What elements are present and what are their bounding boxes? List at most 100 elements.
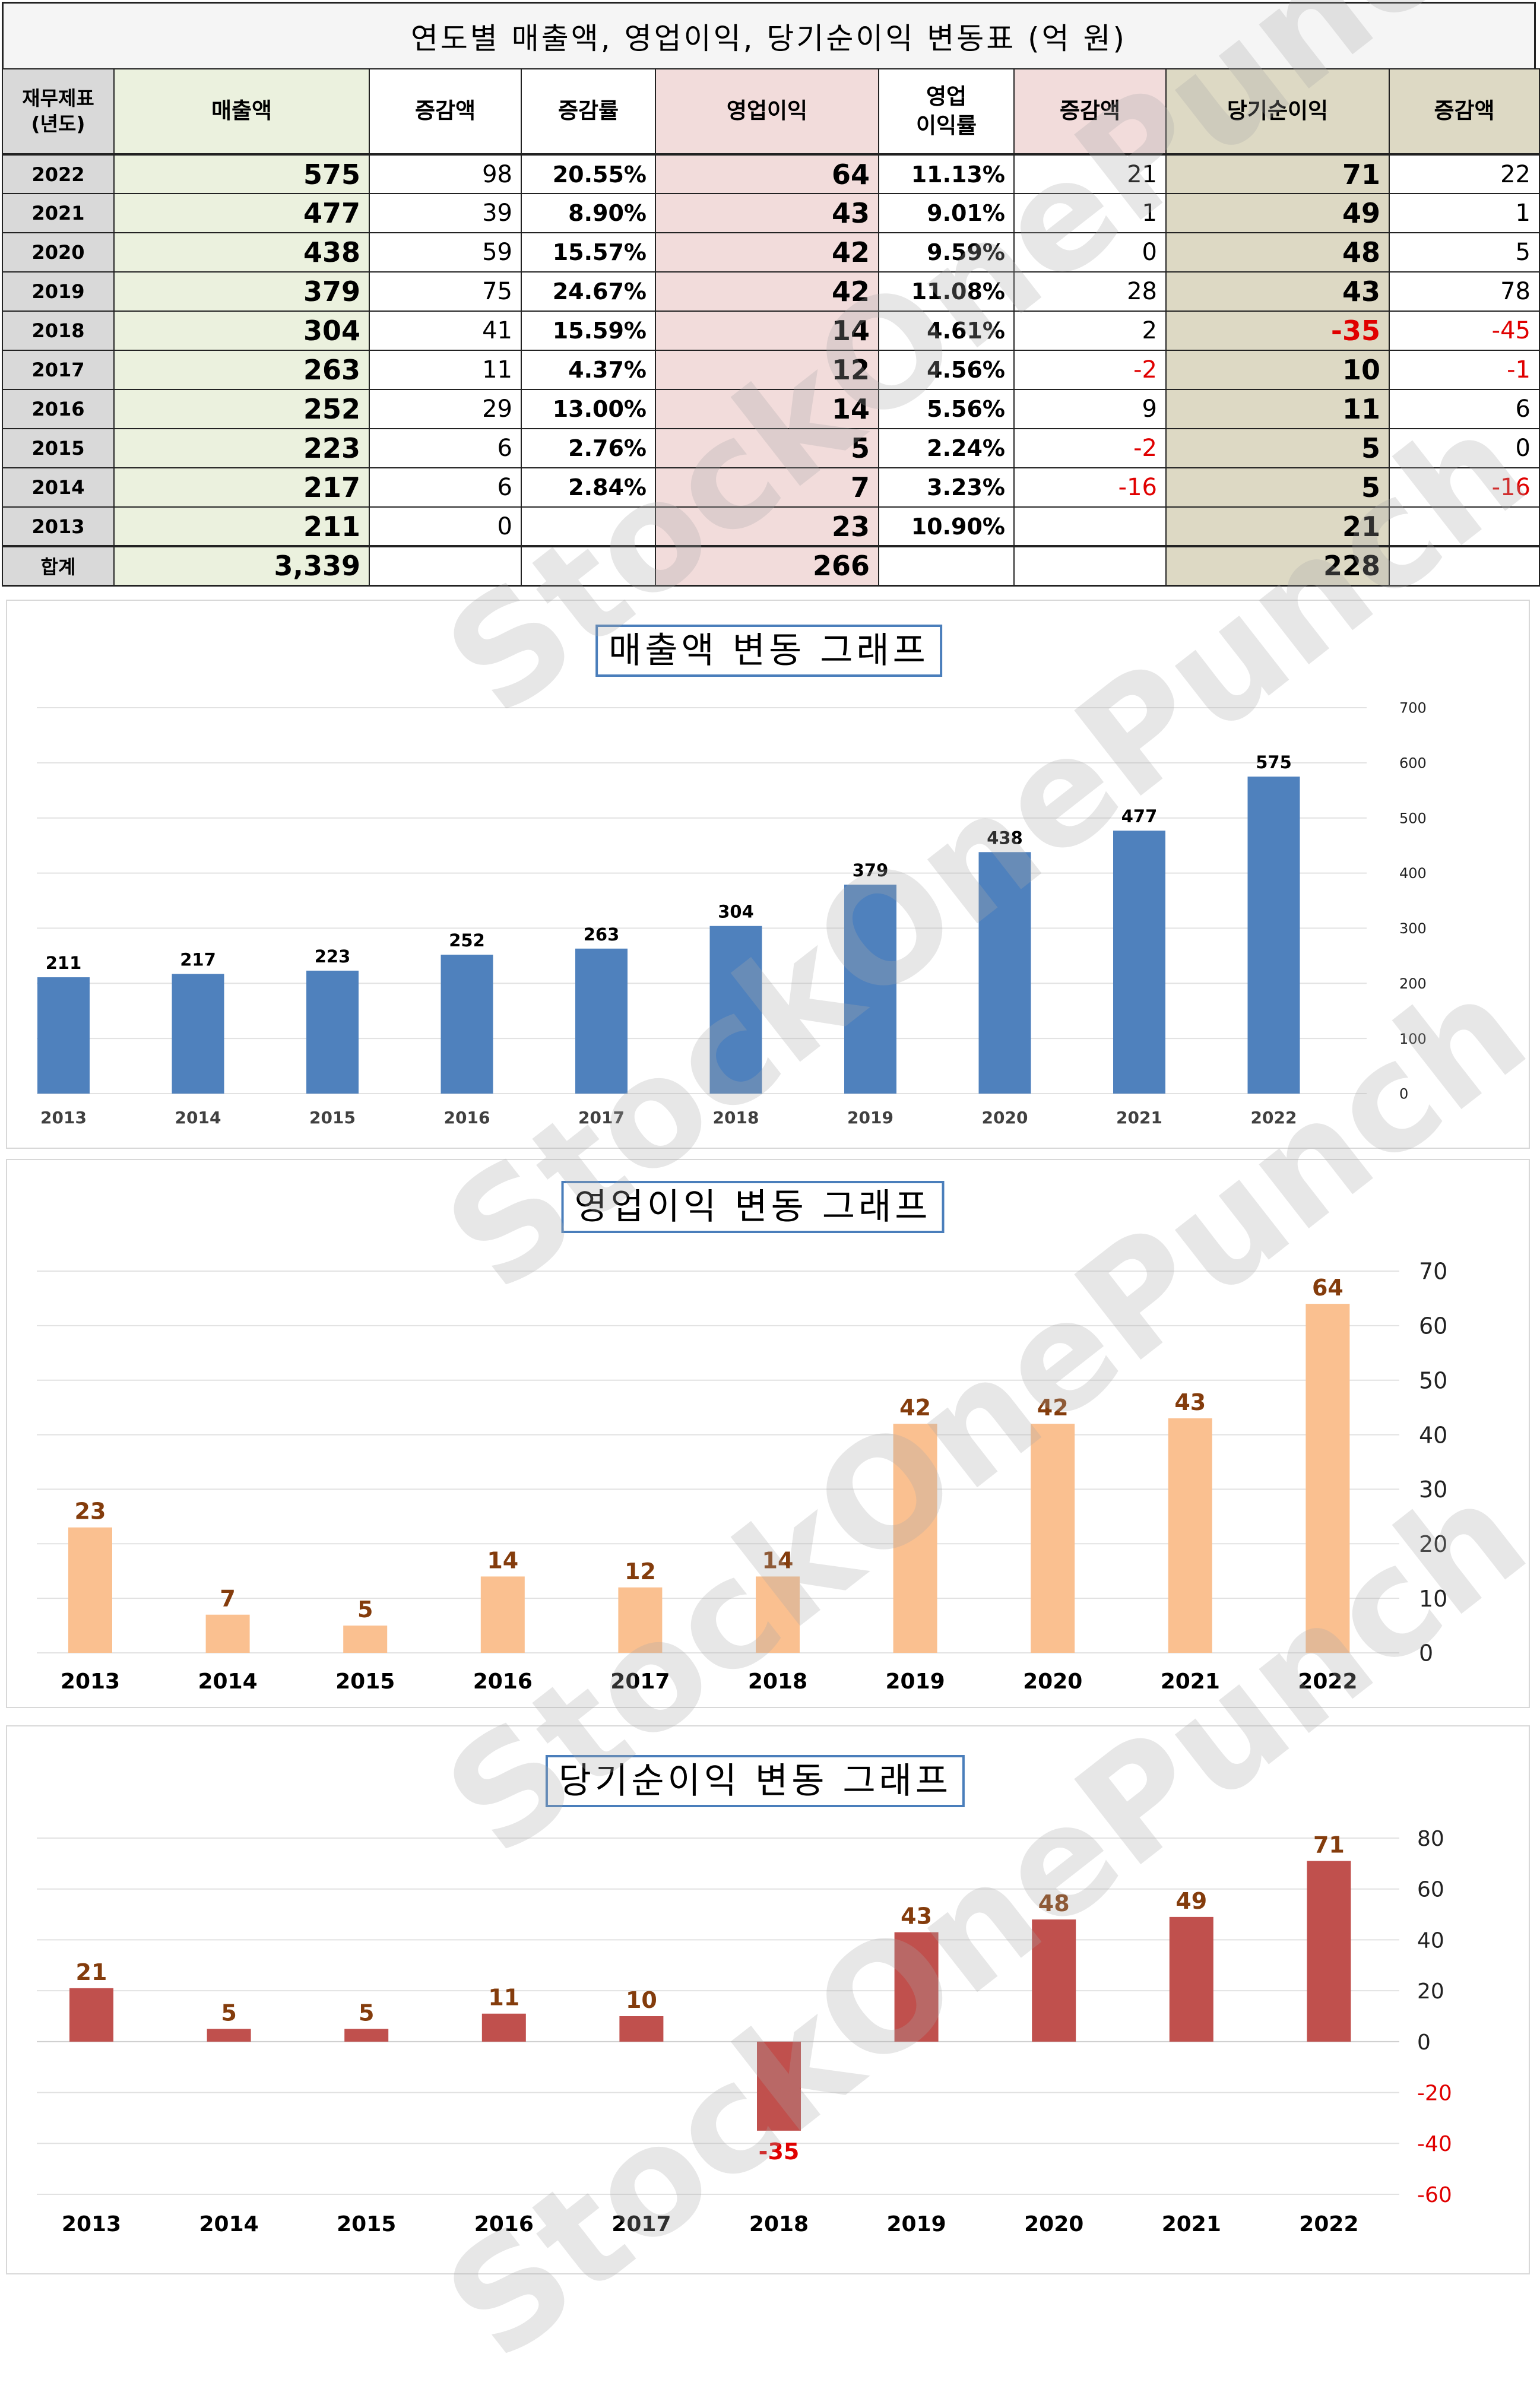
x-tick-label: 2021 xyxy=(1116,1108,1162,1127)
cell-revenue-change: 11 xyxy=(369,350,522,390)
cell-revenue-rate: 24.67% xyxy=(521,271,656,312)
cell-net-income: 11 xyxy=(1165,389,1390,429)
bar-2021 xyxy=(1113,831,1165,1094)
x-tick-label: 2015 xyxy=(335,1669,395,1694)
bar-2022 xyxy=(1307,1861,1351,2042)
total-empty-cell xyxy=(878,545,1015,587)
data-label: 211 xyxy=(46,953,82,973)
cell-operating-income: 14 xyxy=(655,389,879,429)
revenue-chart: 0 100 200 300 400 500 600 700 211 2013 217 2014 223 2… xyxy=(37,700,1427,1127)
x-tick-label: 2021 xyxy=(1162,2212,1221,2236)
bar-2017 xyxy=(619,2016,664,2042)
y-tick-label: 600 xyxy=(1399,755,1427,771)
table-row: 2020 438 59 15.57% 42 9.59% 0 48 5 xyxy=(2,232,1540,273)
revenue-chart-panel: 0 100 200 300 400 500 600 700 211 2013 217 2014 223 2… xyxy=(6,600,1530,1149)
bar-2018 xyxy=(709,926,762,1094)
y-tick-label: 20 xyxy=(1419,1531,1447,1557)
cell-net-income: 48 xyxy=(1165,232,1390,273)
x-tick-label: 2020 xyxy=(1024,2212,1083,2236)
cell-year: 2016 xyxy=(2,389,115,429)
y-tick-label: 0 xyxy=(1399,1086,1408,1102)
x-tick-label: 2019 xyxy=(886,2212,946,2236)
cell-operating-margin: 3.23% xyxy=(878,467,1015,508)
bar-2019 xyxy=(893,1424,937,1653)
bar-2021 xyxy=(1168,1418,1212,1653)
data-label: 5 xyxy=(357,1596,373,1623)
table-row: 2017 263 11 4.37% 12 4.56% -2 10 -1 xyxy=(2,350,1540,390)
bar-2017 xyxy=(575,948,628,1094)
table-row: 2015 223 6 2.76% 5 2.24% -2 5 0 xyxy=(2,428,1540,468)
y-tick-label: 40 xyxy=(1419,1422,1447,1448)
bar-2022 xyxy=(1305,1304,1350,1653)
x-tick-label: 2013 xyxy=(61,1669,120,1694)
header-revenue-change: 증감액 xyxy=(369,68,522,155)
data-label: 43 xyxy=(1174,1389,1206,1415)
cell-net-income: 5 xyxy=(1165,428,1390,468)
bar-2021 xyxy=(1169,1916,1213,2042)
bar-2020 xyxy=(978,852,1031,1094)
cell-operating-income: 42 xyxy=(655,232,879,273)
bar-2019 xyxy=(844,885,896,1094)
header-revenue-rate: 증감률 xyxy=(521,68,656,155)
cell-operating-change: 9 xyxy=(1013,389,1167,429)
cell-operating-change: 0 xyxy=(1013,232,1167,273)
cell-operating-income: 7 xyxy=(655,467,879,508)
cell-operating-change: 1 xyxy=(1013,193,1167,233)
x-tick-label: 2017 xyxy=(578,1108,625,1127)
x-tick-label: 2015 xyxy=(337,2212,396,2236)
total-revenue: 3,339 xyxy=(113,545,370,587)
operating-income-chart: 0 10 20 30 40 50 60 70 23 2013 7 2014 5 2015 14 2016 12 2… xyxy=(37,1259,1447,1694)
operating-income-chart-panel: 0 10 20 30 40 50 60 70 23 2013 7 2014 5 2015 14 2016 12 2… xyxy=(6,1159,1530,1708)
cell-net-income-change: 0 xyxy=(1389,428,1540,468)
bar-2018 xyxy=(757,2041,801,2131)
cell-operating-income: 43 xyxy=(655,193,879,233)
x-tick-label: 2020 xyxy=(982,1108,1028,1127)
data-label: 23 xyxy=(75,1498,106,1525)
data-label: 42 xyxy=(899,1395,931,1421)
cell-operating-income: 14 xyxy=(655,311,879,351)
y-tick-label: -60 xyxy=(1417,2183,1452,2207)
x-tick-label: 2019 xyxy=(847,1108,893,1127)
y-tick-label: 0 xyxy=(1417,2030,1431,2055)
y-tick-label: 700 xyxy=(1399,700,1427,717)
cell-operating-income: 42 xyxy=(655,271,879,312)
cell-net-income-change: 1 xyxy=(1389,193,1540,233)
cell-operating-change: -2 xyxy=(1013,350,1167,390)
bar-2015 xyxy=(306,970,359,1094)
y-tick-label: 60 xyxy=(1417,1878,1444,1902)
y-tick-label: 20 xyxy=(1417,1979,1444,2004)
bar-2014 xyxy=(172,974,224,1094)
cell-operating-change: -2 xyxy=(1013,428,1167,468)
table-row: 2014 217 6 2.84% 7 3.23% -16 5 -16 xyxy=(2,467,1540,508)
total-empty-cell xyxy=(521,545,656,587)
cell-year: 2022 xyxy=(2,153,115,194)
cell-net-income: 43 xyxy=(1165,271,1390,312)
data-label: 14 xyxy=(487,1547,518,1573)
data-label: 438 xyxy=(987,828,1023,848)
cell-revenue-rate: 2.76% xyxy=(521,428,656,468)
bar-2016 xyxy=(441,955,493,1094)
y-tick-label: -20 xyxy=(1417,2081,1452,2106)
x-tick-label: 2014 xyxy=(198,1669,257,1694)
data-label: 64 xyxy=(1312,1275,1343,1301)
header-year: 재무제표 (년도) xyxy=(2,68,115,155)
total-net-income: 228 xyxy=(1165,545,1390,587)
cell-operating-change: -16 xyxy=(1013,467,1167,508)
y-tick-label: 40 xyxy=(1417,1928,1444,1953)
y-tick-label: 100 xyxy=(1399,1031,1427,1047)
y-tick-label: 70 xyxy=(1419,1259,1447,1285)
x-tick-label: 2016 xyxy=(444,1108,490,1127)
data-label: 48 xyxy=(1038,1890,1070,1916)
x-tick-label: 2017 xyxy=(610,1669,670,1694)
cell-revenue-change: 39 xyxy=(369,193,522,233)
x-tick-label: 2022 xyxy=(1298,1669,1357,1694)
bar-2015 xyxy=(344,2029,389,2042)
total-empty-cell xyxy=(1389,545,1540,587)
data-label: 12 xyxy=(625,1558,656,1585)
x-tick-label: 2018 xyxy=(749,2212,809,2236)
bar-2017 xyxy=(618,1587,663,1653)
cell-revenue-rate xyxy=(521,506,656,547)
data-label: 71 xyxy=(1313,1832,1345,1858)
cell-net-income-change: -1 xyxy=(1389,350,1540,390)
data-label: 10 xyxy=(626,1987,657,2013)
